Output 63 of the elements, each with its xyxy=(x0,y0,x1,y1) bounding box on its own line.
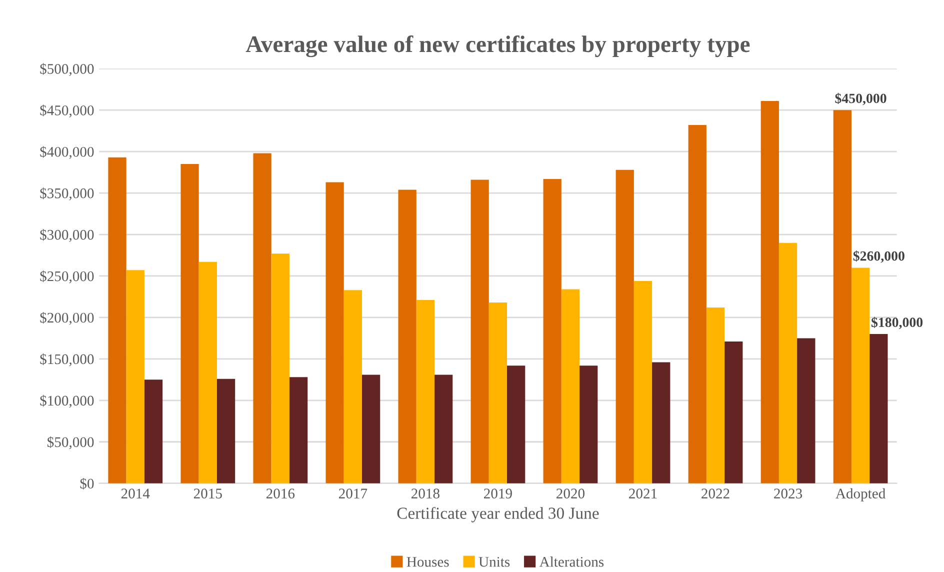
bar xyxy=(434,374,453,484)
bar xyxy=(652,362,670,484)
bar xyxy=(561,289,580,484)
bar xyxy=(326,182,344,484)
y-tick-label: $200,000 xyxy=(40,312,94,325)
x-tick-label: 2020 xyxy=(556,488,585,498)
x-tick-label: 2018 xyxy=(412,488,440,498)
bar xyxy=(870,334,888,484)
bar xyxy=(778,242,798,484)
bar xyxy=(851,268,870,484)
bar xyxy=(362,374,380,484)
bar xyxy=(289,377,308,484)
data-label: $180,000 xyxy=(871,316,923,330)
legend-label: Alterations xyxy=(539,556,604,567)
bar xyxy=(634,280,652,484)
y-tick-label: $100,000 xyxy=(40,394,94,408)
x-tick-label: 2014 xyxy=(121,488,150,498)
y-tick-label: $0 xyxy=(80,478,94,490)
bar xyxy=(760,100,779,484)
data-label: $260,000 xyxy=(853,250,904,263)
bar xyxy=(833,110,852,484)
bar xyxy=(108,157,126,484)
y-tick-label: $450,000 xyxy=(40,104,94,118)
bar xyxy=(470,180,489,484)
data-label: $450,000 xyxy=(835,92,886,106)
bar xyxy=(271,254,290,484)
bar xyxy=(706,308,725,484)
bar xyxy=(688,125,706,484)
bar xyxy=(126,270,144,484)
x-tick-label: 2022 xyxy=(702,488,730,498)
bar xyxy=(144,380,163,484)
x-tick-label: 2015 xyxy=(194,488,222,498)
bar xyxy=(216,378,236,484)
x-tick-label: 2023 xyxy=(774,488,802,498)
y-tick-label: $350,000 xyxy=(40,188,94,200)
x-tick-label: 2017 xyxy=(338,488,368,498)
chart-title: Average value of new certificates by property type xyxy=(246,35,750,58)
y-tick-label: $50,000 xyxy=(47,436,94,450)
y-tick-label: $250,000 xyxy=(40,270,94,284)
bar xyxy=(543,178,562,484)
bar xyxy=(507,366,526,484)
bar xyxy=(488,302,508,484)
bar xyxy=(724,342,743,484)
bar xyxy=(398,190,416,484)
bar xyxy=(797,338,816,484)
x-tick-label: Adopted xyxy=(836,488,886,502)
bar xyxy=(198,262,217,484)
x-axis-title: Certificate year ended 30 June xyxy=(397,506,599,522)
x-tick-label: 2016 xyxy=(266,488,295,498)
bar xyxy=(416,300,435,484)
y-tick-label: $400,000 xyxy=(40,146,94,159)
legend-label: Houses xyxy=(406,557,449,567)
x-tick-label: 2021 xyxy=(629,488,657,498)
y-tick-label: $300,000 xyxy=(40,229,94,242)
x-tick-label: 2019 xyxy=(484,488,512,498)
bar xyxy=(180,164,199,484)
bar xyxy=(344,290,362,484)
bar xyxy=(253,153,272,484)
y-tick-label: $500,000 xyxy=(40,63,94,76)
y-tick-label: $150,000 xyxy=(40,353,94,366)
legend-label: Units xyxy=(478,556,510,567)
bar xyxy=(616,170,634,484)
bar xyxy=(580,366,598,484)
